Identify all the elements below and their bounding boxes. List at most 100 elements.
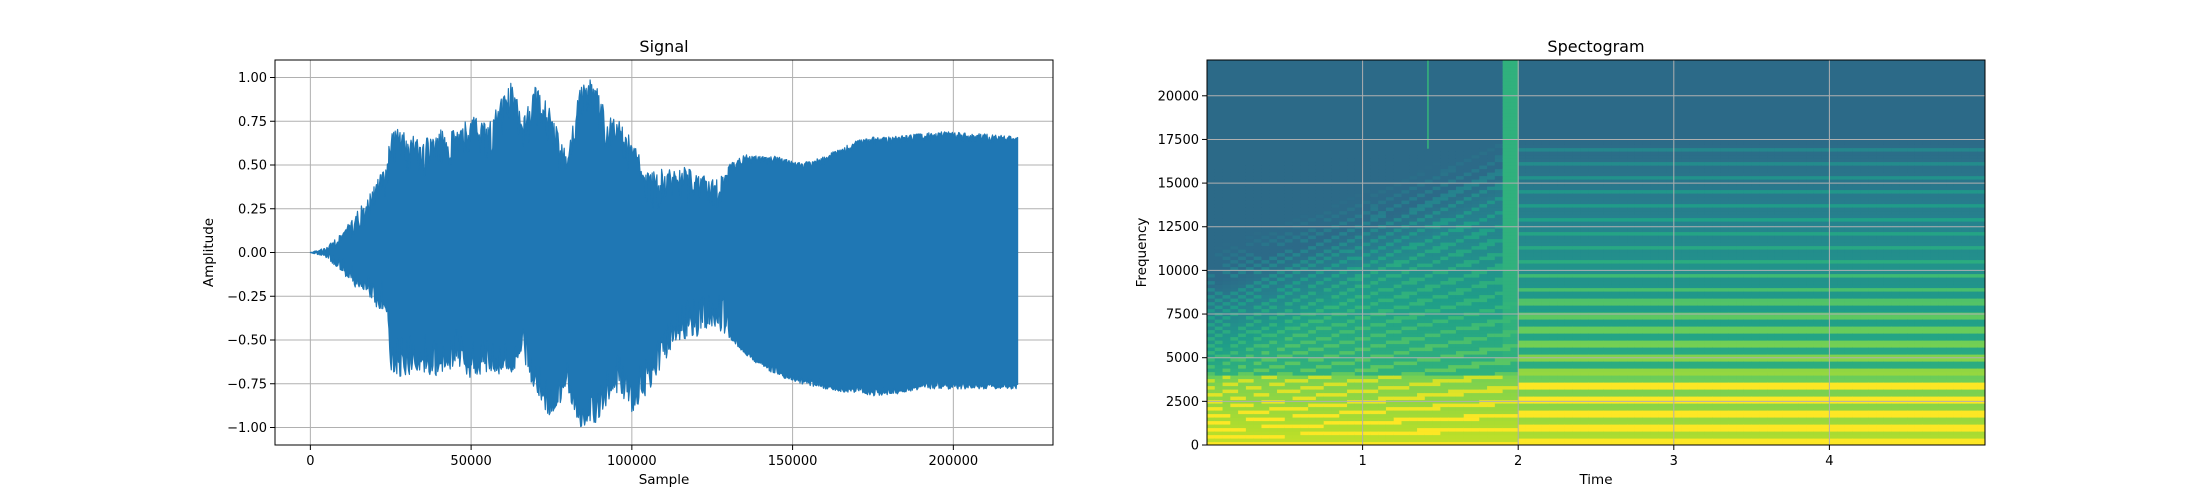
- spectrogram-cell: [1339, 305, 1348, 310]
- spectrogram-cell: [1541, 298, 1550, 303]
- spectrogram-cell: [1525, 298, 1535, 303]
- spectrogram-cell: [1463, 417, 1473, 422]
- spectrogram-cell: [1455, 210, 1465, 215]
- spectrogram-cell: [1502, 396, 1512, 401]
- spectrogram-cell: [1518, 417, 1527, 422]
- spectrogram-cell: [1634, 252, 1644, 257]
- spectrogram-cell: [1207, 403, 1216, 408]
- spectrogram-cell: [1440, 403, 1449, 408]
- spectrogram-cell: [1432, 336, 1441, 341]
- spectrogram-cell: [1487, 165, 1496, 170]
- spectrogram-cell: [1588, 200, 1597, 205]
- spectrogram-cell: [1455, 182, 1465, 187]
- spectrogram-cell: [1557, 298, 1566, 303]
- spectrogram-cell: [1642, 203, 1652, 208]
- spectrogram-cell: [1455, 347, 1465, 352]
- spectrogram-cell: [1207, 347, 1216, 352]
- spectrogram-cell: [1510, 357, 1519, 362]
- spectrogram-cell: [1230, 406, 1239, 411]
- spectrogram-cell: [1292, 203, 1301, 208]
- spectrogram-cell: [1308, 249, 1317, 254]
- spectrogram-cell: [1440, 263, 1449, 268]
- spectrogram-cell: [1315, 403, 1325, 408]
- spectrogram-cell: [1580, 326, 1589, 331]
- spectrogram-cell: [1347, 168, 1356, 173]
- spectrogram-cell: [1455, 406, 1465, 411]
- spectrogram-cell: [1207, 333, 1216, 338]
- spectrogram-cell: [1572, 217, 1582, 222]
- spectrogram-cell: [1471, 347, 1480, 352]
- spectrogram-cell: [1378, 196, 1387, 201]
- spectrogram-cell: [1362, 424, 1371, 429]
- spectrogram-cell: [1596, 308, 1605, 313]
- spectrogram-cell: [1487, 347, 1496, 352]
- spectrogram-cell: [1611, 336, 1620, 341]
- spectrogram-cell: [1541, 245, 1550, 250]
- spectrogram-cell: [1650, 291, 1659, 296]
- spectrogram-cell: [1596, 343, 1605, 348]
- spectrogram-cell: [1588, 273, 1597, 278]
- spectrogram-cell: [1572, 151, 1582, 156]
- spectrogram-cell: [1292, 179, 1301, 184]
- spectrogram-cell: [1432, 252, 1441, 257]
- spectrogram-cell: [1525, 277, 1535, 282]
- spectrogram-cell: [1323, 266, 1333, 271]
- spectrogram-cell: [1277, 214, 1286, 219]
- spectrogram-cell: [1315, 245, 1325, 250]
- spectrogram-cell: [1494, 238, 1504, 243]
- spectrogram-cell: [1261, 322, 1270, 327]
- spectrogram-cell: [1525, 172, 1535, 177]
- spectrogram-cell: [1230, 441, 1239, 445]
- spectrogram-cell: [1650, 308, 1659, 313]
- spectrogram-cell: [1588, 329, 1597, 334]
- spectrogram-cell: [1230, 291, 1239, 296]
- spectrogram-cell: [1596, 329, 1605, 334]
- spectrogram-cell: [1611, 406, 1620, 411]
- spectrogram-cell: [1533, 378, 1543, 383]
- spectrogram-cell: [1627, 333, 1636, 338]
- spectrogram-cell: [1385, 392, 1395, 397]
- spectrogram-cell: [1479, 382, 1488, 387]
- spectrogram-cell: [1339, 301, 1348, 306]
- spectrogram-cell: [1284, 221, 1294, 226]
- spectrogram-cell: [1494, 189, 1504, 194]
- spectrogram-cell: [1214, 189, 1224, 194]
- spectrogram-cell: [1471, 427, 1480, 432]
- spectrogram-cell: [1502, 102, 1512, 107]
- spectrogram-cell: [1261, 217, 1270, 222]
- spectrogram-cell: [1269, 284, 1278, 289]
- spectrogram-cell: [1596, 168, 1605, 173]
- spectrogram-cell: [1603, 389, 1613, 394]
- spectrogram-cell: [1518, 242, 1527, 247]
- spectrogram-cell: [1588, 207, 1597, 212]
- spectrogram-cell: [1277, 392, 1286, 397]
- spectrogram-cell: [1471, 357, 1480, 362]
- spectrogram-cell: [1385, 263, 1395, 268]
- spectrogram-cell: [1588, 266, 1597, 271]
- spectrogram-cell: [1510, 77, 1519, 82]
- spectrogram-cell: [1588, 322, 1597, 327]
- spectrogram-cell: [1362, 333, 1371, 338]
- spectrogram-cell: [1362, 308, 1371, 313]
- spectrogram-cell: [1378, 368, 1387, 373]
- spectrogram-cell: [1549, 371, 1558, 376]
- spectrogram-cell: [1339, 175, 1348, 180]
- spectrogram-cell: [1308, 427, 1317, 432]
- spectrogram-cell: [1347, 217, 1356, 222]
- spectrogram-cell: [1580, 179, 1589, 184]
- spectrogram-cell: [1417, 284, 1426, 289]
- spectrogram-cell: [1518, 389, 1527, 394]
- spectrogram-cell: [1354, 231, 1364, 236]
- spectrogram-cell: [1448, 161, 1457, 166]
- spectrogram-cell: [1627, 420, 1636, 425]
- spectrogram-cell: [1308, 396, 1317, 401]
- spectrogram-cell: [1315, 207, 1325, 212]
- spectrogram-cell: [1284, 333, 1294, 338]
- spectrogram-cell: [1409, 427, 1418, 432]
- spectrogram-cell: [1634, 179, 1644, 184]
- spectrogram-cell: [1432, 179, 1441, 184]
- spectrogram-cell: [1487, 336, 1496, 341]
- spectrogram-cell: [1541, 385, 1550, 390]
- spectrogram-cell: [1347, 165, 1356, 170]
- spectrogram-cell: [1533, 343, 1543, 348]
